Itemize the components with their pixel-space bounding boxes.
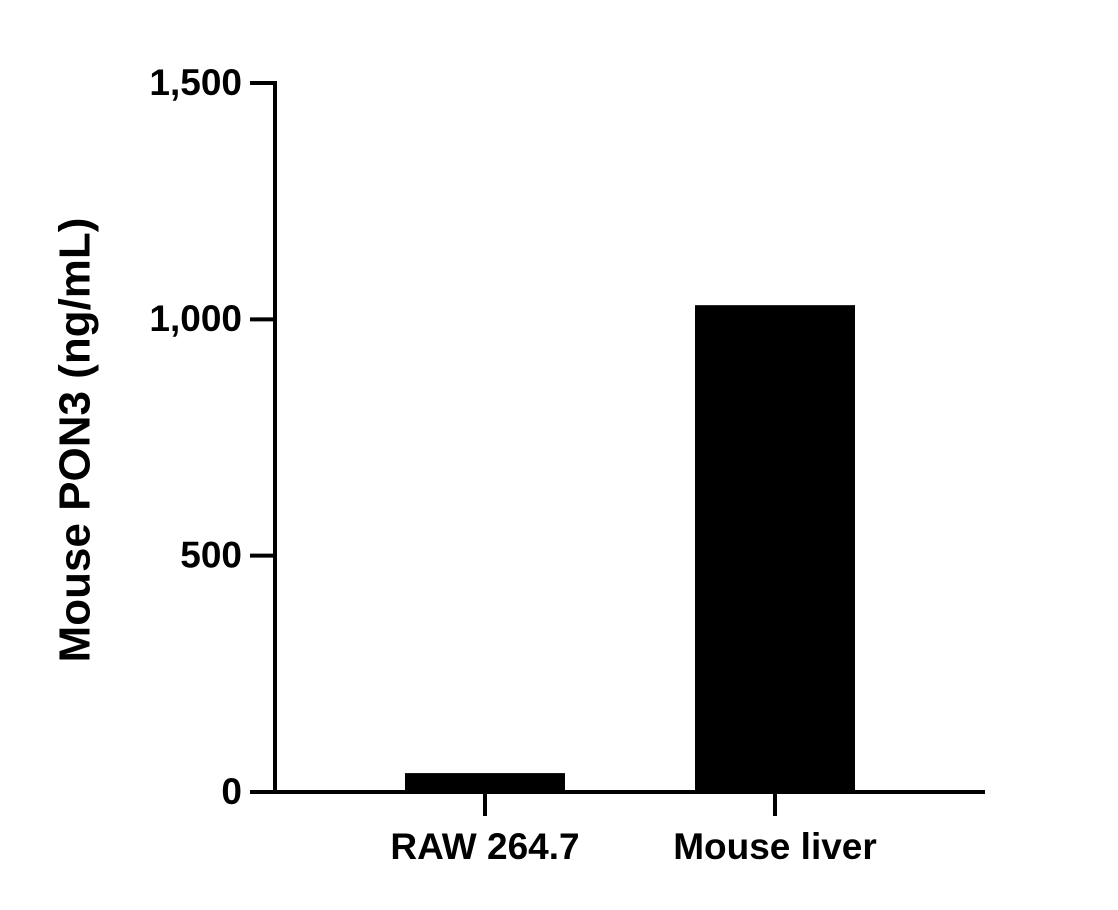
- x-tick-label: RAW 264.7: [390, 826, 579, 867]
- bar: [695, 305, 855, 792]
- x-tick-label: Mouse liver: [673, 826, 877, 867]
- bar: [405, 773, 565, 792]
- y-tick-label: 1,500: [149, 62, 242, 103]
- y-tick-label: 1,000: [149, 298, 242, 339]
- y-tick-label: 0: [221, 771, 242, 812]
- y-tick-label: 500: [180, 534, 242, 575]
- y-axis-title: Mouse PON3 (ng/mL): [51, 218, 100, 663]
